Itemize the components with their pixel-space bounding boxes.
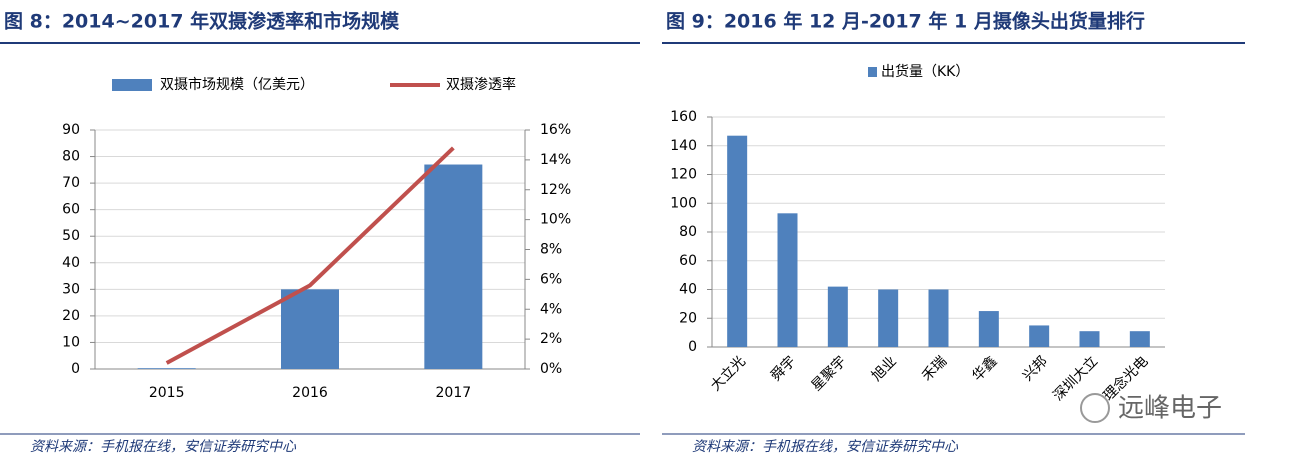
chart-title: 图 8：2014~2017 年双摄渗透率和市场规模 (4, 10, 400, 33)
x-tick-label: 深圳大立 (1050, 353, 1101, 404)
y-tick-label: 60 (679, 253, 697, 269)
x-tick-label: 舜宇 (768, 353, 799, 384)
bar (827, 286, 848, 347)
y-tick-label: 50 (62, 228, 80, 244)
y-tick-label: 20 (62, 308, 80, 324)
x-tick-label: 2017 (436, 385, 472, 401)
y2-tick-label: 16% (540, 122, 571, 138)
bar (978, 311, 999, 347)
y-tick-label: 120 (670, 167, 697, 183)
x-tick-label: 星聚宇 (808, 353, 849, 394)
x-tick-label: 2015 (149, 385, 185, 401)
y-tick-label: 100 (670, 195, 697, 211)
watermark-icon (1080, 393, 1110, 423)
source-note: 资料来源：手机报在线，安信证券研究中心 (692, 439, 959, 455)
bar (424, 164, 483, 369)
x-tick-label: 兴邦 (1020, 353, 1051, 384)
y-tick-label: 80 (62, 149, 80, 165)
y-tick-label: 0 (688, 339, 697, 355)
bar (281, 289, 339, 369)
legend-swatch (868, 67, 877, 77)
y2-tick-label: 10% (540, 212, 571, 228)
y-tick-label: 90 (62, 122, 80, 138)
bar (777, 213, 798, 347)
y-tick-label: 10 (62, 334, 80, 350)
legend-swatch (112, 79, 152, 91)
y-tick-label: 40 (62, 255, 80, 271)
y2-tick-label: 14% (540, 152, 571, 168)
source-note: 资料来源：手机报在线，安信证券研究中心 (30, 439, 297, 455)
y2-tick-label: 0% (540, 361, 562, 377)
y-tick-label: 140 (670, 138, 697, 154)
x-tick-label: 2016 (292, 385, 328, 401)
x-tick-label: 大立光 (708, 353, 749, 394)
legend-label: 双摄市场规模（亿美元） (160, 76, 314, 93)
legend-label: 出货量（KK） (881, 63, 969, 80)
bar (727, 135, 748, 347)
bar (928, 289, 949, 347)
x-tick-label: 旭业 (869, 353, 900, 384)
y2-tick-label: 6% (540, 271, 562, 287)
x-tick-label: 华鑫 (969, 353, 1001, 385)
y2-tick-label: 4% (540, 301, 562, 317)
y-tick-label: 160 (670, 109, 697, 125)
line-series (165, 146, 455, 365)
y2-tick-label: 12% (540, 182, 571, 198)
y2-tick-label: 2% (540, 331, 562, 347)
x-tick-label: 禾瑞 (919, 353, 950, 384)
bar (878, 289, 899, 347)
y-tick-label: 40 (679, 282, 697, 298)
y2-tick-label: 8% (540, 242, 562, 258)
y-tick-label: 30 (62, 281, 80, 297)
watermark: 远峰电子 (1118, 394, 1222, 424)
y-tick-label: 70 (62, 175, 80, 191)
bar (137, 368, 196, 369)
bar (1079, 331, 1100, 347)
bar (1029, 325, 1050, 347)
y-tick-label: 20 (679, 310, 697, 326)
chart-title: 图 9：2016 年 12 月-2017 年 1 月摄像头出货量排行 (666, 10, 1145, 33)
legend-label: 双摄渗透率 (446, 76, 516, 93)
bar (1129, 331, 1150, 347)
y-tick-label: 60 (62, 202, 80, 218)
y-tick-label: 0 (71, 361, 80, 377)
y-tick-label: 80 (679, 224, 697, 240)
